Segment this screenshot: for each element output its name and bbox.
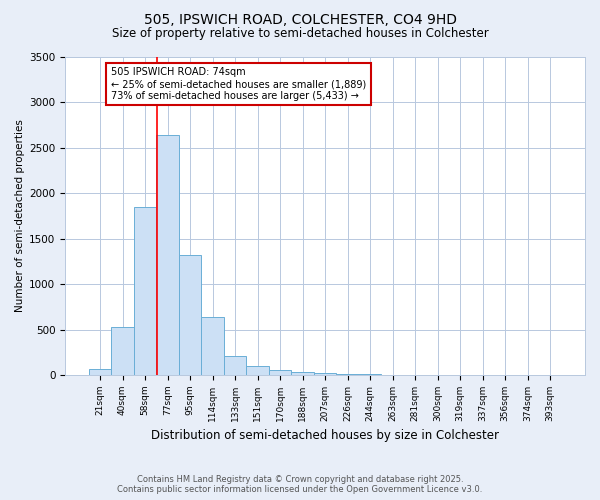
Bar [359,374,382,375]
Bar [201,317,224,375]
Bar [247,366,269,375]
Text: Contains HM Land Registry data © Crown copyright and database right 2025.
Contai: Contains HM Land Registry data © Crown c… [118,474,482,494]
Y-axis label: Number of semi-detached properties: Number of semi-detached properties [15,120,25,312]
Bar [292,372,314,375]
Text: Size of property relative to semi-detached houses in Colchester: Size of property relative to semi-detach… [112,28,488,40]
Text: 505, IPSWICH ROAD, COLCHESTER, CO4 9HD: 505, IPSWICH ROAD, COLCHESTER, CO4 9HD [143,12,457,26]
Bar [269,370,292,375]
Bar [179,255,201,375]
Bar [156,135,179,375]
Text: 505 IPSWICH ROAD: 74sqm
← 25% of semi-detached houses are smaller (1,889)
73% of: 505 IPSWICH ROAD: 74sqm ← 25% of semi-de… [111,68,367,100]
Bar [314,373,337,375]
Bar [111,327,134,375]
Bar [224,356,247,375]
Bar [89,369,111,375]
Bar [134,206,156,375]
X-axis label: Distribution of semi-detached houses by size in Colchester: Distribution of semi-detached houses by … [151,430,499,442]
Bar [337,374,359,375]
